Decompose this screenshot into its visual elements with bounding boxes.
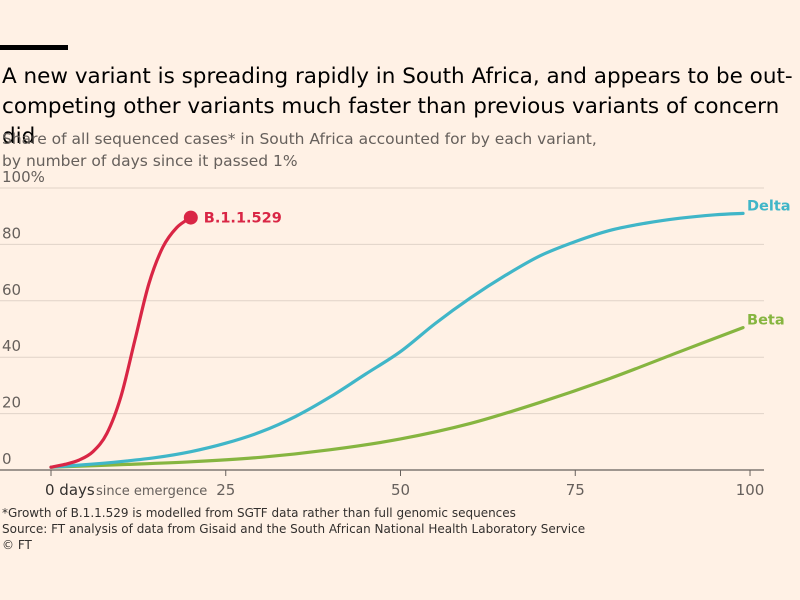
x-tick-label-50: 50 (391, 481, 410, 499)
y-tick-label-40: 40 (2, 337, 21, 355)
brand-rule (0, 45, 68, 50)
y-axis-ticks: 0 20 40 60 80 100% (2, 168, 45, 468)
y-tick-label-60: 60 (2, 281, 21, 299)
subtitle-line-1: Share of all sequenced cases* in South A… (2, 130, 597, 148)
x-axis-ticks: 0 days since emergence 25 50 75 100 (45, 470, 764, 499)
subtitle-line-2: by number of days since it passed 1% (2, 152, 298, 170)
x-tick-label-75: 75 (566, 481, 585, 499)
y-tick-label-80: 80 (2, 224, 21, 242)
x-axis-unit-label: since emergence (96, 484, 207, 499)
gridlines (0, 187, 764, 471)
series-label-delta: Delta (747, 198, 791, 214)
y-tick-label-0: 0 (2, 450, 12, 468)
series-lines (49, 210, 745, 469)
series-label-beta: Beta (747, 313, 785, 329)
chart-title: A new variant is spreading rapidly in So… (2, 64, 793, 149)
y-tick-label-20: 20 (2, 394, 21, 412)
series-line-delta (49, 211, 745, 469)
footnote-copyright: © FT (2, 538, 32, 552)
x-tick-label-25: 25 (216, 481, 235, 499)
footnote-methodology: *Growth of B.1.1.529 is modelled from SG… (2, 506, 516, 520)
series-labels: Beta Delta B.1.1.529 (204, 198, 791, 328)
x-tick-label-100: 100 (736, 481, 765, 499)
series-line-beta (49, 325, 745, 469)
footnotes: *Growth of B.1.1.529 is modelled from SG… (2, 505, 798, 553)
footnote-source: Source: FT analysis of data from Gisaid … (2, 522, 586, 536)
y-tick-label-100: 100% (2, 168, 45, 186)
series-line-b-1-1-529 (49, 216, 193, 469)
chart-subtitle: Share of all sequenced cases* in South A… (2, 128, 798, 172)
series-label-b-1-1-529: B.1.1.529 (204, 211, 282, 227)
series-end-marker-b-1-1-529 (183, 210, 198, 225)
x-tick-label-0: 0 days (45, 481, 95, 499)
